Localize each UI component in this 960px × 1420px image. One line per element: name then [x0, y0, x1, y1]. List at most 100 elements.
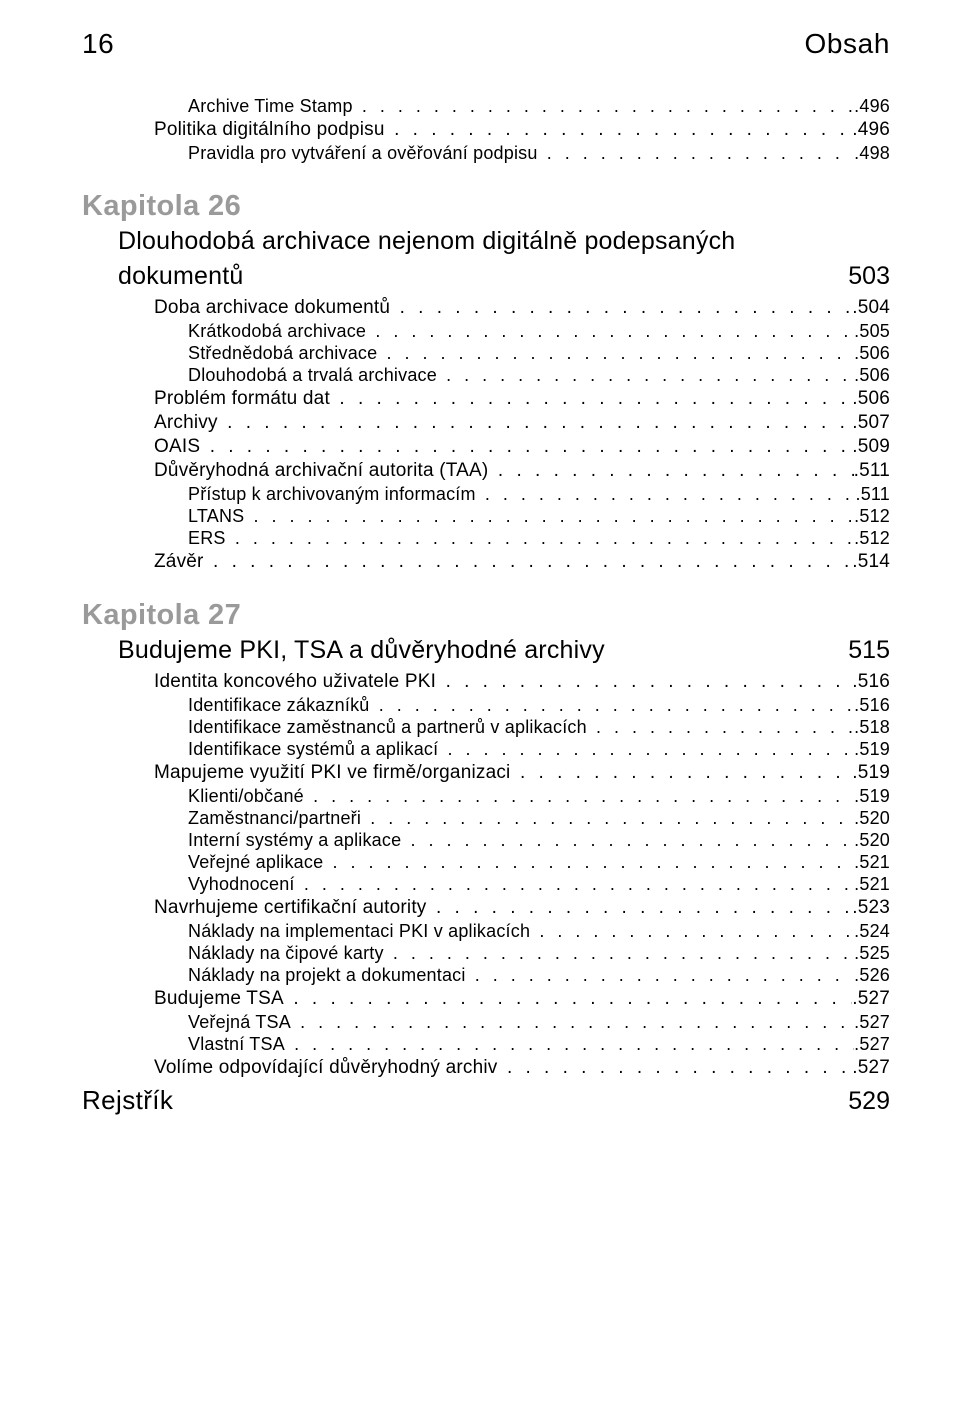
toc-entry: Závěr . . . . . . . . . . . . . . . . . … — [154, 551, 890, 573]
chapter-27-label: Kapitola 27 — [82, 599, 890, 632]
toc-entry-label: ERS — [188, 528, 231, 549]
toc-leader-dots: . . . . . . . . . . . . . . . . . . . . … — [209, 551, 852, 573]
toc-entry: Vyhodnocení . . . . . . . . . . . . . . … — [188, 874, 890, 895]
toc-entry-label: Zaměstnanci/partneři — [188, 808, 366, 829]
toc-entry: Interní systémy a aplikace . . . . . . .… — [188, 830, 890, 851]
chapter-27-title-row: Budujeme PKI, TSA a důvěryhodné archivy … — [118, 636, 890, 665]
toc-entry-page: .505 — [854, 321, 890, 342]
toc-entry-label: Pravidla pro vytváření a ověřování podpi… — [188, 143, 543, 164]
toc-leader-dots: . . . . . . . . . . . . . . . . . . . . … — [389, 943, 854, 964]
toc-entry-label: Politika digitálního podpisu — [154, 119, 390, 141]
toc-entry-label: Problém formátu dat — [154, 388, 335, 410]
toc-entry: Klienti/občané . . . . . . . . . . . . .… — [188, 786, 890, 807]
toc-entry: Pravidla pro vytváření a ověřování podpi… — [188, 143, 890, 164]
chapter-27-entries: Identita koncového uživatele PKI . . . .… — [82, 671, 890, 1079]
chapter-26-title-line2: dokumentů — [118, 262, 244, 291]
toc-entry-page: .507 — [852, 412, 890, 434]
toc-entry: Veřejná TSA . . . . . . . . . . . . . . … — [188, 1012, 890, 1033]
toc-entry-page: .504 — [852, 297, 890, 319]
toc-entry-page: .520 — [854, 830, 890, 851]
toc-entry-label: Klienti/občané — [188, 786, 309, 807]
toc-entry-page: .511 — [854, 460, 890, 482]
toc-entry-label: Přístup k archivovaným informacím — [188, 484, 481, 505]
toc-entry: Identifikace zaměstnanců a partnerů v ap… — [188, 717, 890, 738]
toc-leader-dots: . . . . . . . . . . . . . . . . . . . . … — [290, 1034, 854, 1055]
toc-leader-dots: . . . . . . . . . . . . . . . . . . . . … — [289, 988, 852, 1010]
toc-entry: ERS . . . . . . . . . . . . . . . . . . … — [188, 528, 890, 549]
toc-entry-label: Náklady na čipové karty — [188, 943, 389, 964]
toc-entry-page: .506 — [854, 343, 890, 364]
toc-entry-page: .512 — [854, 528, 890, 549]
toc-entry-label: Náklady na implementaci PKI v aplikacích — [188, 921, 535, 942]
toc-entry-page: .519 — [852, 762, 890, 784]
toc-entry-label: Dlouhodobá a trvalá archivace — [188, 365, 442, 386]
toc-entry-label: Vyhodnocení — [188, 874, 300, 895]
toc-entry: Náklady na čipové karty . . . . . . . . … — [188, 943, 890, 964]
toc-entry: Problém formátu dat . . . . . . . . . . … — [154, 388, 890, 410]
toc-entry: OAIS . . . . . . . . . . . . . . . . . .… — [154, 436, 890, 458]
toc-leader-dots: . . . . . . . . . . . . . . . . . . . . … — [329, 852, 855, 873]
toc-entry-page: .524 — [854, 921, 890, 942]
toc-entry-page: .496 — [852, 119, 890, 141]
toc-entry-page: .516 — [852, 671, 890, 693]
toc-leader-dots: . . . . . . . . . . . . . . . . . . . . … — [516, 762, 852, 784]
toc-entry: Důvěryhodná archivační autorita (TAA) . … — [154, 460, 890, 482]
toc-leader-dots: . . . . . . . . . . . . . . . . . . . . … — [390, 119, 852, 141]
toc-entry: Mapujeme využití PKI ve firmě/organizaci… — [154, 762, 890, 784]
toc-entry: Náklady na implementaci PKI v aplikacích… — [188, 921, 890, 942]
page-title: Obsah — [805, 28, 891, 60]
toc-entry: Volíme odpovídající důvěryhodný archiv .… — [154, 1057, 890, 1079]
toc-entry-label: Identifikace zákazníků — [188, 695, 375, 716]
toc-entry-label: Veřejné aplikace — [188, 852, 329, 873]
toc-leader-dots: . . . . . . . . . . . . . . . . . . . . … — [383, 343, 855, 364]
toc-entry-label: Náklady na projekt a dokumentaci — [188, 965, 471, 986]
toc-leader-dots: . . . . . . . . . . . . . . . . . . . . … — [396, 297, 853, 319]
toc-entry: Navrhujeme certifikační autority . . . .… — [154, 897, 890, 919]
toc-leader-dots: . . . . . . . . . . . . . . . . . . . . … — [442, 671, 853, 693]
toc-entry: Archivy . . . . . . . . . . . . . . . . … — [154, 412, 890, 434]
toc-entry-label: OAIS — [154, 436, 206, 458]
toc-entry-label: Doba archivace dokumentů — [154, 297, 396, 319]
toc-entry: Identifikace zákazníků . . . . . . . . .… — [188, 695, 890, 716]
toc-entry-label: Střednědobá archivace — [188, 343, 383, 364]
toc-leader-dots: . . . . . . . . . . . . . . . . . . . . … — [296, 1012, 854, 1033]
toc-leader-dots: . . . . . . . . . . . . . . . . . . . . … — [300, 874, 854, 895]
toc-leader-dots: . . . . . . . . . . . . . . . . . . . . … — [223, 412, 852, 434]
toc-entry-label: Identita koncového uživatele PKI — [154, 671, 442, 693]
toc-entry: Identita koncového uživatele PKI . . . .… — [154, 671, 890, 693]
toc-leader-dots: . . . . . . . . . . . . . . . . . . . . … — [366, 808, 854, 829]
toc-entry-label: Důvěryhodná archivační autorita (TAA) — [154, 460, 494, 482]
toc-leader-dots: . . . . . . . . . . . . . . . . . . . . … — [250, 506, 855, 527]
toc-entry-page: .519 — [854, 786, 890, 807]
toc-entry-label: Veřejná TSA — [188, 1012, 296, 1033]
toc-entry-page: .512 — [854, 506, 890, 527]
toc-entry-page: .526 — [854, 965, 890, 986]
toc-entry-page: .527 — [852, 1057, 890, 1079]
toc-entry-page: .521 — [854, 852, 890, 873]
toc-leader-dots: . . . . . . . . . . . . . . . . . . . . … — [543, 143, 854, 164]
toc-entry-label: Budujeme TSA — [154, 988, 289, 1010]
index-row: Rejstřík 529 — [82, 1085, 890, 1116]
toc-entry: Krátkodobá archivace . . . . . . . . . .… — [188, 321, 890, 342]
toc-leader-dots: . . . . . . . . . . . . . . . . . . . . … — [335, 388, 852, 410]
toc-entry-page: .527 — [854, 1034, 890, 1055]
chapter-26-title-line1: Dlouhodobá archivace nejenom digitálně p… — [118, 227, 890, 256]
toc-leader-dots: . . . . . . . . . . . . . . . . . . . . … — [206, 436, 853, 458]
toc-entry-page: .527 — [854, 1012, 890, 1033]
chapter-26-label: Kapitola 26 — [82, 190, 890, 223]
toc-leader-dots: . . . . . . . . . . . . . . . . . . . . … — [592, 717, 854, 738]
toc-entry-page: .527 — [852, 988, 890, 1010]
toc-entry: Střednědobá archivace . . . . . . . . . … — [188, 343, 890, 364]
toc-entry-page: .506 — [852, 388, 890, 410]
toc-entry: Zaměstnanci/partneři . . . . . . . . . .… — [188, 808, 890, 829]
toc-entry-page: .523 — [852, 897, 890, 919]
toc-entry-page: .516 — [854, 695, 890, 716]
toc-entry-label: Navrhujeme certifikační autority — [154, 897, 432, 919]
toc-leader-dots: . . . . . . . . . . . . . . . . . . . . … — [535, 921, 854, 942]
toc-entry-page: .521 — [854, 874, 890, 895]
toc-entry: Vlastní TSA . . . . . . . . . . . . . . … — [188, 1034, 890, 1055]
toc-entry: Veřejné aplikace . . . . . . . . . . . .… — [188, 852, 890, 873]
toc-entry-page: .514 — [852, 551, 890, 573]
toc-leader-dots: . . . . . . . . . . . . . . . . . . . . … — [432, 897, 852, 919]
toc-entry-page: .509 — [852, 436, 890, 458]
